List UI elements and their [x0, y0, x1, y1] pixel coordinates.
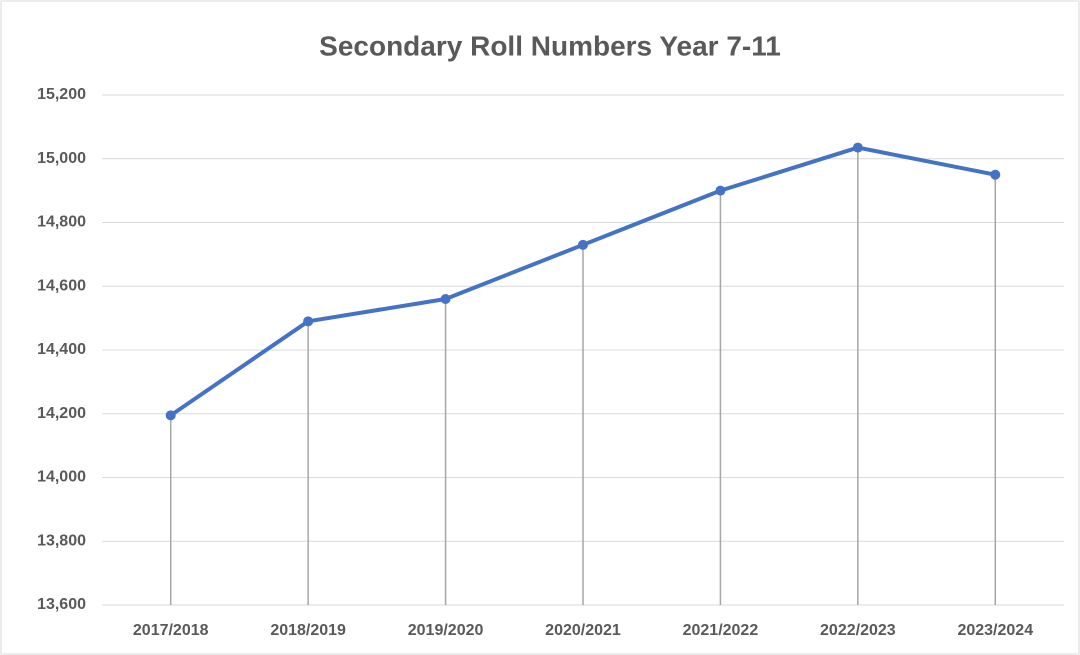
y-tick-label: 13,800	[37, 532, 86, 549]
point	[715, 185, 726, 196]
point	[852, 142, 863, 153]
y-tick-label: 15,000	[37, 150, 86, 167]
point	[303, 316, 314, 327]
point	[440, 294, 451, 304]
x-tick-label: 2023/2024	[957, 622, 1033, 639]
y-tick-label: 15,200	[37, 86, 86, 103]
x-tick-label: 2021/2022	[683, 622, 759, 639]
y-tick-label: 14,400	[37, 341, 86, 358]
point	[578, 239, 588, 250]
x-tick-label: 2022/2023	[820, 622, 896, 639]
chart-title: Secondary Roll Numbers Year 7-11	[319, 30, 781, 61]
y-tick-label: 14,200	[37, 405, 86, 422]
x-tick-label: 2018/2019	[270, 622, 346, 639]
point	[165, 410, 176, 421]
y-tick-label: 13,600	[37, 596, 86, 613]
y-tick-label: 14,600	[37, 277, 86, 294]
x-tick-label: 2017/2018	[133, 622, 209, 639]
y-tick-label: 14,800	[37, 214, 86, 231]
point	[990, 169, 1001, 180]
y-tick-label: 14,000	[37, 469, 86, 486]
x-tick-label: 2019/2020	[408, 622, 484, 639]
x-tick-label: 2020/2021	[545, 622, 621, 639]
